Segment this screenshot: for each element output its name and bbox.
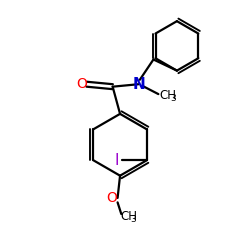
Text: 3: 3 (170, 94, 176, 103)
Text: O: O (76, 77, 87, 91)
Text: I: I (115, 153, 119, 168)
Text: CH: CH (120, 210, 137, 223)
Text: CH: CH (160, 89, 176, 102)
Text: O: O (107, 191, 118, 205)
Text: 3: 3 (131, 215, 136, 224)
Text: N: N (132, 77, 145, 92)
